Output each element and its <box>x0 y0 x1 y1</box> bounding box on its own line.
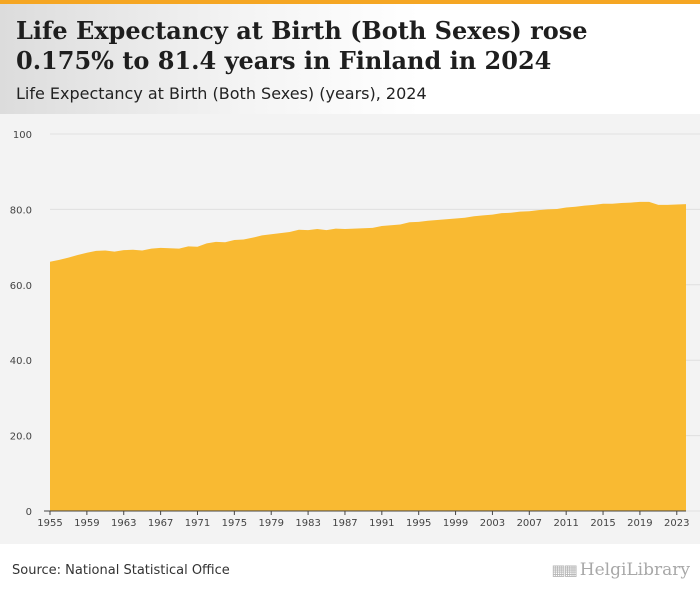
area-chart: 0 20.0 40.0 60.0 80.0 100 1955 1959 1963 1967 1971… <box>10 130 700 529</box>
library-icon: ▦▦ <box>551 561 577 579</box>
x-tick-label: 2003 <box>480 518 505 529</box>
logo-text: HelgiLibrary <box>579 560 690 580</box>
x-tick-label: 2011 <box>553 518 578 529</box>
x-tick-label: 1967 <box>148 518 173 529</box>
plot-area: 0 20.0 40.0 60.0 80.0 100 1955 1959 1963 1967 1971… <box>0 114 700 544</box>
y-tick-label: 40.0 <box>10 356 32 367</box>
y-tick-label: 60.0 <box>10 281 32 292</box>
x-tick-label: 1987 <box>332 518 357 529</box>
y-tick-label: 100 <box>13 130 32 141</box>
x-tick-label: 2015 <box>590 518 615 529</box>
chart-subtitle: Life Expectancy at Birth (Both Sexes) (y… <box>16 84 427 103</box>
x-tick-label: 1975 <box>222 518 247 529</box>
chart-header: Life Expectancy at Birth (Both Sexes) ro… <box>0 4 700 114</box>
series-area <box>50 201 686 512</box>
chart-title: Life Expectancy at Birth (Both Sexes) ro… <box>16 16 588 75</box>
y-tick-label: 20.0 <box>10 432 32 443</box>
x-tick-label: 2007 <box>517 518 542 529</box>
y-tick-label: 0 <box>26 507 32 518</box>
x-tick-label: 1983 <box>295 518 320 529</box>
x-tick-label: 1955 <box>37 518 62 529</box>
accent-bar <box>0 0 700 4</box>
x-tick-label: 1959 <box>74 518 99 529</box>
x-tick-label: 2023 <box>664 518 689 529</box>
x-tick-label: 2019 <box>627 518 652 529</box>
x-tick-label: 1995 <box>406 518 431 529</box>
x-tick-label: 1991 <box>369 518 394 529</box>
x-tick-label: 1999 <box>443 518 468 529</box>
y-tick-label: 80.0 <box>10 205 32 216</box>
helgilibrary-logo: ▦▦ HelgiLibrary <box>551 560 690 580</box>
x-tick-label: 1979 <box>258 518 283 529</box>
source-note: Source: National Statistical Office <box>12 563 230 578</box>
x-tick-label: 1971 <box>185 518 210 529</box>
x-tick-label: 1963 <box>111 518 136 529</box>
